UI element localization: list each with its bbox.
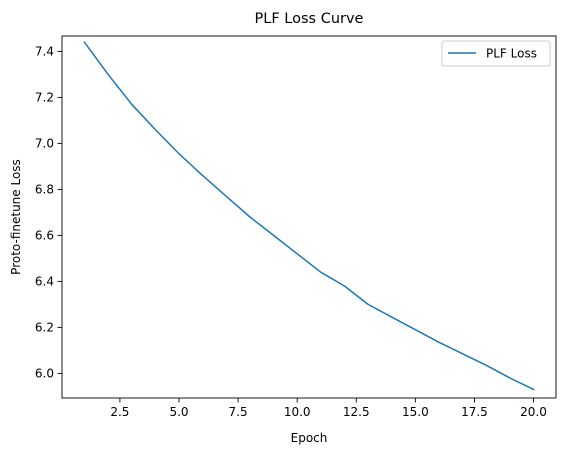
x-tick-label: 2.5 — [110, 405, 129, 419]
y-tick-label: 6.4 — [35, 275, 54, 289]
x-axis-label: Epoch — [291, 431, 328, 445]
x-tick-label: 20.0 — [520, 405, 547, 419]
x-tick-label: 12.5 — [343, 405, 370, 419]
y-tick-label: 7.2 — [35, 91, 54, 105]
legend-box — [441, 40, 551, 67]
x-tick-label: 5.0 — [169, 405, 188, 419]
x-tick-label: 10.0 — [284, 405, 311, 419]
x-tick-label: 7.5 — [229, 405, 248, 419]
plot-frame — [61, 35, 557, 399]
y-tick-label: 6.2 — [35, 321, 54, 335]
legend: PLF Loss — [441, 40, 551, 67]
y-tick-label: 6.0 — [35, 367, 54, 381]
chart-title: PLF Loss Curve — [255, 11, 364, 27]
y-tick-label: 7.4 — [35, 45, 54, 59]
y-axis-ticks: 6.0 6.2 6.4 6.6 6.8 7.0 7.2 7.4 — [35, 45, 62, 381]
series-line-plf-loss — [83, 41, 535, 391]
y-tick-label: 6.8 — [35, 183, 54, 197]
y-tick-label: 7.0 — [35, 137, 54, 151]
series-layer — [83, 41, 535, 391]
x-tick-label: 15.0 — [402, 405, 429, 419]
y-axis-label: Proto-finetune Loss — [9, 159, 23, 275]
legend-label-plf-loss: PLF Loss — [486, 47, 537, 61]
y-tick-label: 6.6 — [35, 229, 54, 243]
x-axis-ticks: 2.5 5.0 7.5 10.0 12.5 15.0 17.5 20.0 — [110, 398, 547, 419]
x-tick-label: 17.5 — [461, 405, 488, 419]
